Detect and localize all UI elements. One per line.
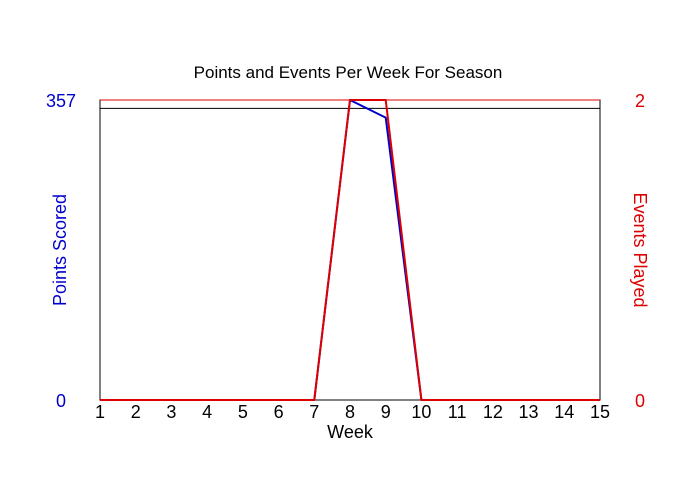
x-tick-label-13: 13 — [519, 402, 539, 422]
x-tick-label-14: 14 — [554, 402, 574, 422]
x-tick-label-5: 5 — [238, 402, 248, 422]
series-layer — [100, 99, 600, 401]
series-line-points-scored — [100, 99, 600, 401]
x-tick-label-12: 12 — [483, 402, 503, 422]
x-tick-label-1: 1 — [95, 402, 105, 422]
x-tick-label-8: 8 — [345, 402, 355, 422]
x-tick-label-6: 6 — [274, 402, 284, 422]
chart-title: Points and Events Per Week For Season — [194, 63, 503, 82]
series-line-events-played — [100, 99, 600, 401]
x-tick-label-3: 3 — [166, 402, 176, 422]
y-right-tick-max: 2 — [635, 91, 645, 111]
y-right-tick-min: 0 — [635, 391, 645, 411]
x-tick-label-2: 2 — [131, 402, 141, 422]
x-tick-label-11: 11 — [448, 402, 467, 422]
plot-area-frame — [99, 99, 601, 401]
y-left-axis-title: Points Scored — [50, 194, 70, 306]
x-tick-label-15: 15 — [590, 402, 610, 422]
x-tick-label-9: 9 — [381, 402, 391, 422]
x-tick-labels: 1 2 3 4 5 6 7 8 9 10 11 12 13 14 15 — [95, 402, 610, 422]
x-tick-label-10: 10 — [411, 402, 431, 422]
y-left-tick-min: 0 — [56, 391, 66, 411]
y-right-axis-title: Events Played — [630, 192, 650, 307]
y-left-tick-max: 357 — [46, 91, 76, 111]
x-axis-title: Week — [327, 422, 374, 442]
x-tick-label-4: 4 — [202, 402, 212, 422]
x-tick-label-7: 7 — [309, 402, 319, 422]
